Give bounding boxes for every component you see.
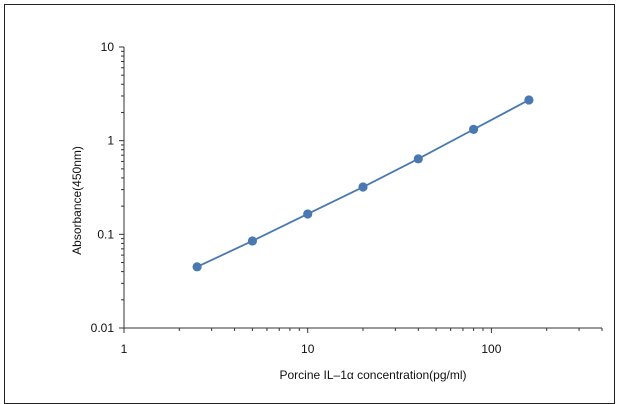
y-ticks: 10 1 0.1 0.01 <box>91 40 124 335</box>
x-tick-label: 1 <box>121 342 128 356</box>
x-tick-label: 100 <box>481 342 501 356</box>
y-tick-label: 10 <box>101 40 115 54</box>
data-point <box>468 124 479 134</box>
y-axis-label: Absorbance(450nm) <box>70 146 84 255</box>
x-tick-label: 10 <box>301 342 315 356</box>
data-point <box>358 182 368 192</box>
data-point <box>303 209 313 219</box>
data-point <box>413 154 423 164</box>
y-tick-label: 0.1 <box>97 227 114 241</box>
x-ticks: 1 10 100 <box>121 328 603 356</box>
x-axis-label: Porcine IL–1α concentration(pg/ml) <box>279 368 466 382</box>
y-tick-label: 1 <box>107 134 114 148</box>
axes: 1 10 100 10 1 0.1 0.01 <box>91 40 603 356</box>
data-point <box>247 236 258 246</box>
y-tick-label: 0.01 <box>91 321 115 335</box>
data-point <box>524 95 534 105</box>
chart-frame <box>4 4 615 404</box>
plot-area <box>192 95 534 272</box>
data-point <box>192 262 202 272</box>
